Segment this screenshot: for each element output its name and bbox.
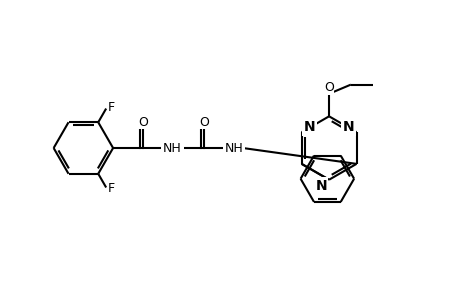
- Text: O: O: [199, 116, 209, 129]
- Text: F: F: [107, 182, 114, 195]
- Text: N: N: [315, 179, 326, 193]
- Text: N: N: [303, 120, 315, 134]
- Text: N: N: [342, 120, 353, 134]
- Text: NH: NH: [224, 142, 243, 154]
- Text: NH: NH: [163, 142, 181, 154]
- Text: O: O: [138, 116, 147, 129]
- Text: F: F: [107, 101, 114, 114]
- Text: O: O: [324, 81, 333, 94]
